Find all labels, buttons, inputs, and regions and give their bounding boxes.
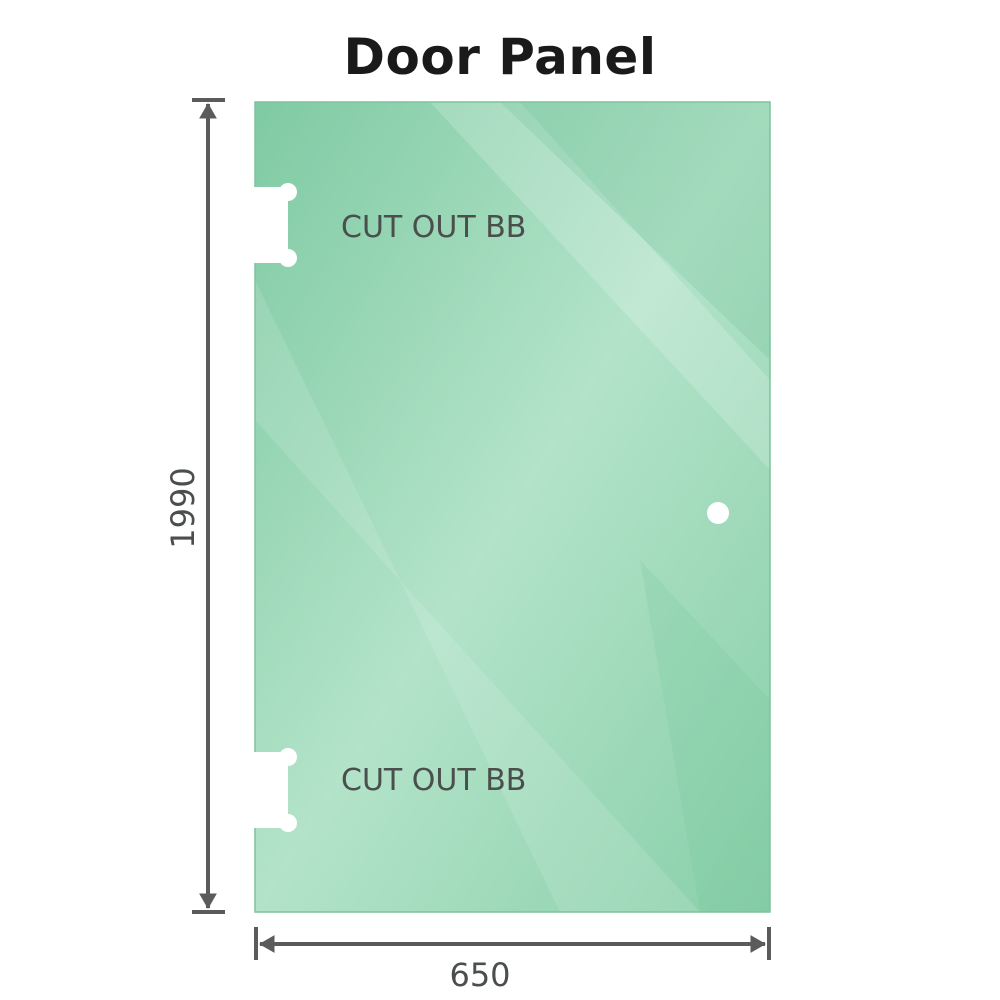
height-dimension-line	[192, 98, 225, 914]
width-dimension-line	[254, 927, 771, 960]
arrow-right-icon	[750, 935, 767, 953]
cutout-bottom-label: CUT OUT BB	[341, 763, 526, 798]
cutout-top-label: CUT OUT BB	[341, 210, 526, 245]
width-label: 650	[449, 956, 510, 994]
arrow-left-icon	[258, 935, 275, 953]
arrow-down-icon	[199, 893, 217, 910]
glass-panel	[254, 101, 771, 913]
height-label: 1990	[164, 467, 202, 548]
page-title: Door Panel	[343, 28, 657, 86]
arrow-up-icon	[199, 102, 217, 119]
